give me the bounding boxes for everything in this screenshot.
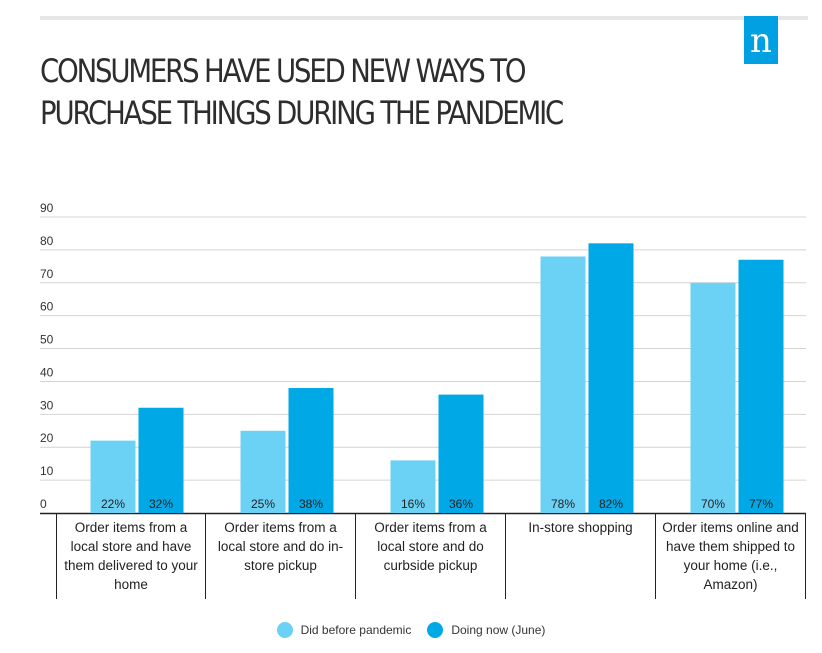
bar-value-label: 36%	[449, 497, 473, 511]
bar-value-label: 16%	[401, 497, 425, 511]
bar-now[interactable]	[288, 388, 334, 513]
bar-now[interactable]	[138, 407, 184, 513]
bar-before[interactable]	[240, 430, 286, 513]
y-tick-label: 50	[40, 333, 54, 347]
legend-item-now[interactable]: Doing now (June)	[427, 622, 545, 638]
category-label: Order items from a local store and have …	[56, 513, 206, 599]
y-tick-label: 0	[40, 497, 47, 511]
category-label: Order items online and have them shipped…	[656, 513, 806, 599]
bar-before[interactable]	[390, 460, 436, 513]
bar-value-label: 77%	[749, 497, 773, 511]
bar-value-label: 70%	[701, 497, 725, 511]
y-tick-label: 70	[40, 267, 54, 281]
bar-value-label: 82%	[599, 497, 623, 511]
category-label: Order items from a local store and do in…	[206, 513, 356, 599]
legend-label-now: Doing now (June)	[451, 623, 546, 637]
y-tick-label: 40	[40, 365, 54, 379]
bar-now[interactable]	[588, 243, 634, 514]
bar-value-label: 38%	[299, 497, 323, 511]
legend-label-before: Did before pandemic	[300, 623, 412, 637]
bar-before[interactable]	[540, 256, 586, 513]
bar-value-label: 25%	[251, 497, 275, 511]
category-labels: Order items from a local store and have …	[56, 513, 806, 599]
legend-item-before[interactable]: Did before pandemic	[276, 622, 412, 638]
bar-before[interactable]	[90, 440, 136, 513]
legend-swatch-now	[427, 622, 444, 638]
y-tick-label: 80	[40, 234, 54, 248]
y-tick-label: 90	[40, 201, 54, 215]
category-label: In-store shopping	[506, 513, 656, 599]
y-tick-label: 60	[40, 300, 54, 314]
bar-value-label: 78%	[551, 497, 575, 511]
bar-value-label: 32%	[149, 497, 173, 511]
y-tick-label: 10	[40, 464, 54, 478]
nielsen-logo: n	[744, 16, 778, 64]
y-tick-label: 30	[40, 398, 54, 412]
chart-title: CONSUMERS HAVE USED NEW WAYS TO PURCHASE…	[40, 52, 564, 132]
bar-now[interactable]	[738, 259, 784, 513]
y-tick-label: 20	[40, 431, 54, 445]
legend-swatch-before	[276, 622, 293, 638]
bar-value-label: 22%	[101, 497, 125, 511]
bar-now[interactable]	[438, 394, 484, 513]
legend: Did before pandemic Doing now (June)	[0, 622, 822, 638]
bar-before[interactable]	[690, 282, 736, 513]
category-label: Order items from a local store and do cu…	[356, 513, 506, 599]
top-rule	[40, 16, 808, 20]
